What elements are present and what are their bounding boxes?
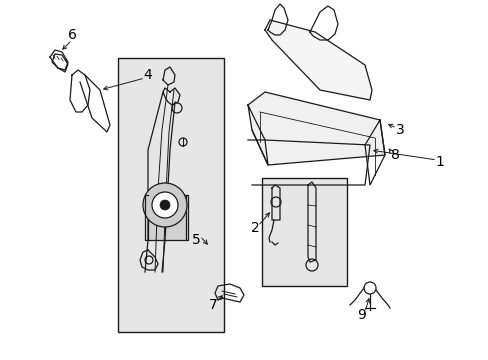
Polygon shape: [247, 92, 384, 165]
Bar: [262, 178, 346, 286]
Polygon shape: [264, 20, 371, 100]
Text: 8: 8: [390, 148, 399, 162]
Circle shape: [152, 192, 178, 218]
Text: 9: 9: [357, 308, 366, 322]
Text: 3: 3: [395, 123, 404, 137]
Bar: [148, 195, 185, 240]
Text: 1: 1: [435, 155, 444, 169]
Text: 5: 5: [191, 233, 200, 247]
Bar: [118, 58, 224, 332]
Circle shape: [142, 183, 186, 227]
Text: 7: 7: [208, 298, 217, 312]
Circle shape: [160, 200, 170, 210]
Text: 4: 4: [143, 68, 152, 82]
Text: 2: 2: [250, 221, 259, 235]
Text: 6: 6: [67, 28, 76, 42]
